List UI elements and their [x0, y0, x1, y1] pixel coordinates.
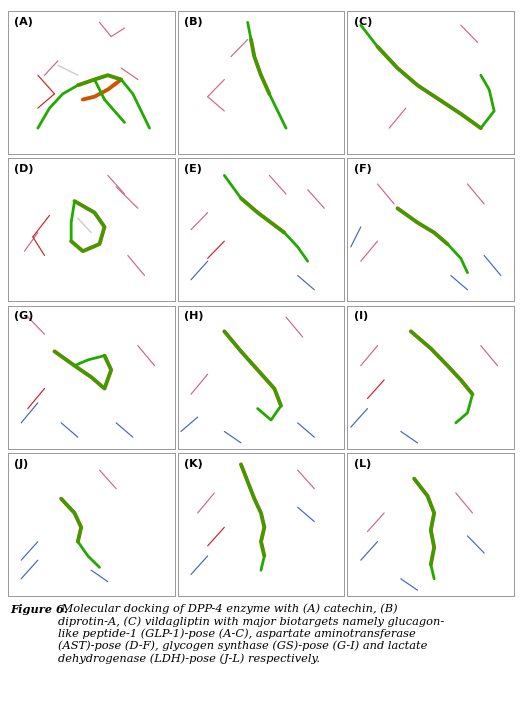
- Text: (B): (B): [184, 17, 203, 27]
- Text: (E): (E): [184, 164, 202, 174]
- Text: (A): (A): [15, 17, 33, 27]
- Text: (H): (H): [184, 311, 204, 321]
- Text: (K): (K): [184, 459, 203, 468]
- Text: (G): (G): [15, 311, 34, 321]
- Text: Molecular docking of DPP-4 enzyme with (A) catechin, (B)
diprotin-A, (C) vildagl: Molecular docking of DPP-4 enzyme with (…: [58, 604, 445, 663]
- Text: (I): (I): [354, 311, 369, 321]
- Text: Figure 6.: Figure 6.: [10, 604, 68, 615]
- Text: (L): (L): [354, 459, 371, 468]
- Text: (F): (F): [354, 164, 372, 174]
- Text: (C): (C): [354, 17, 373, 27]
- Text: (J): (J): [15, 459, 29, 468]
- Text: (D): (D): [15, 164, 34, 174]
